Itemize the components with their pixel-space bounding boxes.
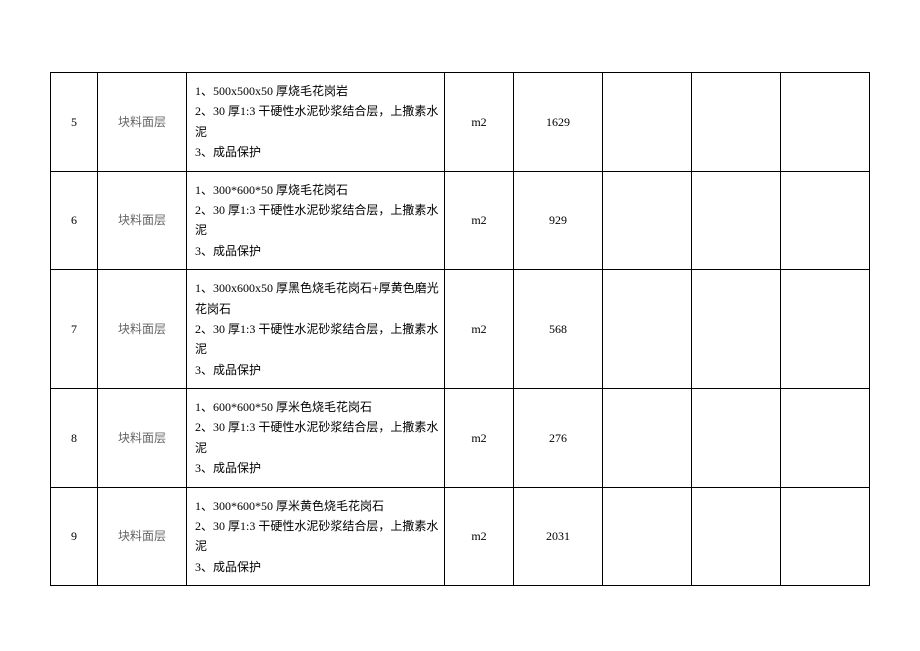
cell-name: 块料面层 bbox=[98, 171, 187, 270]
cell-num: 7 bbox=[51, 270, 98, 389]
cell-name: 块料面层 bbox=[98, 270, 187, 389]
table-row: 8块料面层1、600*600*50 厚米色烧毛花岗石2、30 厚1:3 干硬性水… bbox=[51, 389, 870, 488]
cell-c6 bbox=[603, 73, 692, 172]
cell-unit: m2 bbox=[445, 389, 514, 488]
cell-c7 bbox=[692, 73, 781, 172]
table-row: 7块料面层1、300x600x50 厚黑色烧毛花岗石+厚黄色磨光花岗石2、30 … bbox=[51, 270, 870, 389]
cell-qty: 929 bbox=[514, 171, 603, 270]
cell-qty: 568 bbox=[514, 270, 603, 389]
cell-c6 bbox=[603, 270, 692, 389]
cell-qty: 276 bbox=[514, 389, 603, 488]
cell-unit: m2 bbox=[445, 73, 514, 172]
cell-c8 bbox=[781, 73, 870, 172]
cell-c6 bbox=[603, 171, 692, 270]
table-row: 5块料面层1、500x500x50 厚烧毛花岗岩2、30 厚1:3 干硬性水泥砂… bbox=[51, 73, 870, 172]
cell-qty: 2031 bbox=[514, 487, 603, 586]
table-body: 5块料面层1、500x500x50 厚烧毛花岗岩2、30 厚1:3 干硬性水泥砂… bbox=[51, 73, 870, 586]
cell-qty: 1629 bbox=[514, 73, 603, 172]
cell-name: 块料面层 bbox=[98, 487, 187, 586]
table-row: 9块料面层1、300*600*50 厚米黄色烧毛花岗石2、30 厚1:3 干硬性… bbox=[51, 487, 870, 586]
cell-c6 bbox=[603, 487, 692, 586]
cell-c6 bbox=[603, 389, 692, 488]
cell-desc: 1、300*600*50 厚米黄色烧毛花岗石2、30 厚1:3 干硬性水泥砂浆结… bbox=[187, 487, 445, 586]
cell-c7 bbox=[692, 171, 781, 270]
cell-desc: 1、500x500x50 厚烧毛花岗岩2、30 厚1:3 干硬性水泥砂浆结合层，… bbox=[187, 73, 445, 172]
document-page: 5块料面层1、500x500x50 厚烧毛花岗岩2、30 厚1:3 干硬性水泥砂… bbox=[0, 0, 920, 651]
cell-c7 bbox=[692, 270, 781, 389]
cell-c8 bbox=[781, 270, 870, 389]
cell-desc: 1、300x600x50 厚黑色烧毛花岗石+厚黄色磨光花岗石2、30 厚1:3 … bbox=[187, 270, 445, 389]
cell-c7 bbox=[692, 487, 781, 586]
cell-c8 bbox=[781, 171, 870, 270]
cell-num: 6 bbox=[51, 171, 98, 270]
cell-num: 9 bbox=[51, 487, 98, 586]
cell-num: 8 bbox=[51, 389, 98, 488]
cell-unit: m2 bbox=[445, 171, 514, 270]
cell-name: 块料面层 bbox=[98, 389, 187, 488]
cell-name: 块料面层 bbox=[98, 73, 187, 172]
cell-unit: m2 bbox=[445, 487, 514, 586]
cell-num: 5 bbox=[51, 73, 98, 172]
cell-c8 bbox=[781, 487, 870, 586]
cell-unit: m2 bbox=[445, 270, 514, 389]
table-row: 6块料面层1、300*600*50 厚烧毛花岗石2、30 厚1:3 干硬性水泥砂… bbox=[51, 171, 870, 270]
cell-desc: 1、300*600*50 厚烧毛花岗石2、30 厚1:3 干硬性水泥砂浆结合层，… bbox=[187, 171, 445, 270]
data-table: 5块料面层1、500x500x50 厚烧毛花岗岩2、30 厚1:3 干硬性水泥砂… bbox=[50, 72, 870, 586]
cell-c7 bbox=[692, 389, 781, 488]
cell-desc: 1、600*600*50 厚米色烧毛花岗石2、30 厚1:3 干硬性水泥砂浆结合… bbox=[187, 389, 445, 488]
cell-c8 bbox=[781, 389, 870, 488]
